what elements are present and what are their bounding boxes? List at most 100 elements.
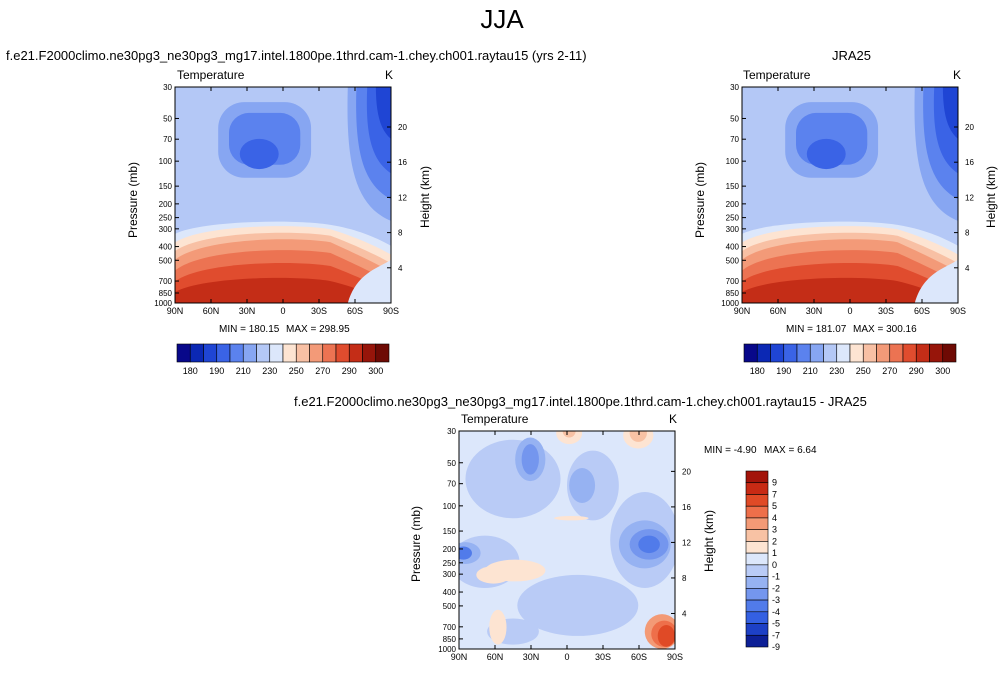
y-tick-label: 400 [443,588,457,597]
units-label: K [953,68,962,82]
colorbar-swatch [745,470,769,484]
polar-vortex [375,87,391,139]
y-tick-right-label: 8 [682,574,687,583]
field-label: Temperature [177,68,245,82]
colorbar-swatch [862,343,877,363]
y-tick-label: 100 [159,157,173,166]
min-label: MIN = 181.07 [786,324,847,335]
y-tick-label: 100 [726,157,740,166]
y-tick-label: 30 [447,427,456,436]
y-tick-label: 850 [443,635,457,644]
min-label: MIN = -4.90 [704,445,757,456]
y-tick-right-label: 4 [965,264,970,273]
contour-blob [554,516,589,521]
colorbar-swatch [745,588,769,601]
colorbar-swatch [745,564,769,577]
contour-field [175,87,391,303]
field-label: Temperature [743,68,811,82]
colorbar-label: 180 [183,366,198,376]
y-tick-right-label: 16 [965,158,974,167]
y-tick-label: 250 [726,214,740,223]
x-tick-label: 30S [311,306,327,316]
colorbar-label: 210 [236,366,251,376]
contour-blob [521,444,539,475]
y-tick-label: 70 [447,480,456,489]
contour-blob [489,609,507,645]
colorbar-jra25: 180 190 210 230 250 270 290 300 [743,343,957,376]
x-tick-label: 0 [280,306,285,316]
y-tick-label: 850 [159,289,173,298]
y-tick-label: 500 [726,256,740,265]
units-label: K [669,412,678,426]
colorbar-swatch [745,552,769,566]
cold-core [239,138,279,170]
contour-blob [569,468,596,503]
y-tick-label: 200 [159,200,173,209]
contour-blob [476,566,511,584]
colorbar-swatch [942,343,957,363]
max-label: MAX = 6.64 [764,445,817,456]
colorbar-swatch [745,634,769,648]
y-tick-label: 200 [443,545,457,554]
colorbar-label: 290 [342,366,357,376]
colorbar-swatch [176,343,191,363]
colorbar-label: 3 [772,525,777,535]
colorbar-swatch [335,343,350,363]
colorbar-swatch [745,611,769,624]
page-title: JJA [480,4,524,34]
colorbar-swatch [902,343,917,363]
y-tick-label: 300 [726,225,740,234]
colorbar-label: 270 [882,366,897,376]
contour-field [459,431,675,649]
cold-core [806,138,846,170]
colorbar-label: 180 [750,366,765,376]
colorbar-swatch [745,529,769,542]
colorbar-swatch [269,343,284,363]
y-tick-label: 400 [159,243,173,252]
colorbar-difference: 97 5 4 32 1 0 -1-2 -3 -4 -5-7 -9 [745,470,780,652]
y-tick-label: 200 [726,200,740,209]
x-tick-label: 90N [167,306,184,316]
chart-panel-2: 90N 60N 30N 0 30S 60S 90S 30 50 70 100 150 200 250 300… [438,427,691,662]
y-tick-label: 150 [443,527,457,536]
colorbar-swatch [745,576,769,589]
y-tick-label: 850 [726,289,740,298]
contour-blob [562,431,576,438]
x-tick-label: 90S [667,652,683,662]
contour-blob [657,625,675,647]
colorbar-swatch [915,343,930,363]
contour-field [742,87,958,303]
x-tick-label: 60S [631,652,647,662]
panel-title: JRA25 [832,48,872,63]
y-tick-label: 700 [726,277,740,286]
colorbar-swatch [836,343,851,363]
x-tick-label: 90S [950,306,966,316]
contour-blob [638,535,660,554]
y-tick-label: 700 [443,623,457,632]
y-tick-label: 150 [726,182,740,191]
colorbar-swatch [309,343,324,363]
colorbar-label: -7 [772,630,780,640]
colorbar-swatch [849,343,864,363]
y-tick-right-label: 20 [965,123,974,132]
colorbar-label: 290 [909,366,924,376]
colorbar-label: 0 [772,560,777,570]
x-tick-label: 30N [239,306,256,316]
colorbar-label: 300 [935,366,950,376]
y-tick-right-label: 16 [682,503,691,512]
colorbar-swatch [203,343,218,363]
y-tick-label: 250 [159,214,173,223]
colorbar-swatch [756,343,771,363]
x-tick-label: 30N [523,652,540,662]
colorbar-label: 230 [829,366,844,376]
colorbar-swatch [216,343,231,363]
contour-blob [517,574,639,636]
x-tick-label: 30S [878,306,894,316]
contour-band [914,259,958,303]
y-tick-right-label: 20 [398,123,407,132]
y-tick-label: 300 [159,225,173,234]
y-tick-right-label: 12 [965,193,974,202]
y-tick-label: 300 [443,570,457,579]
colorbar-label: -4 [772,607,780,617]
colorbar-label: 190 [776,366,791,376]
